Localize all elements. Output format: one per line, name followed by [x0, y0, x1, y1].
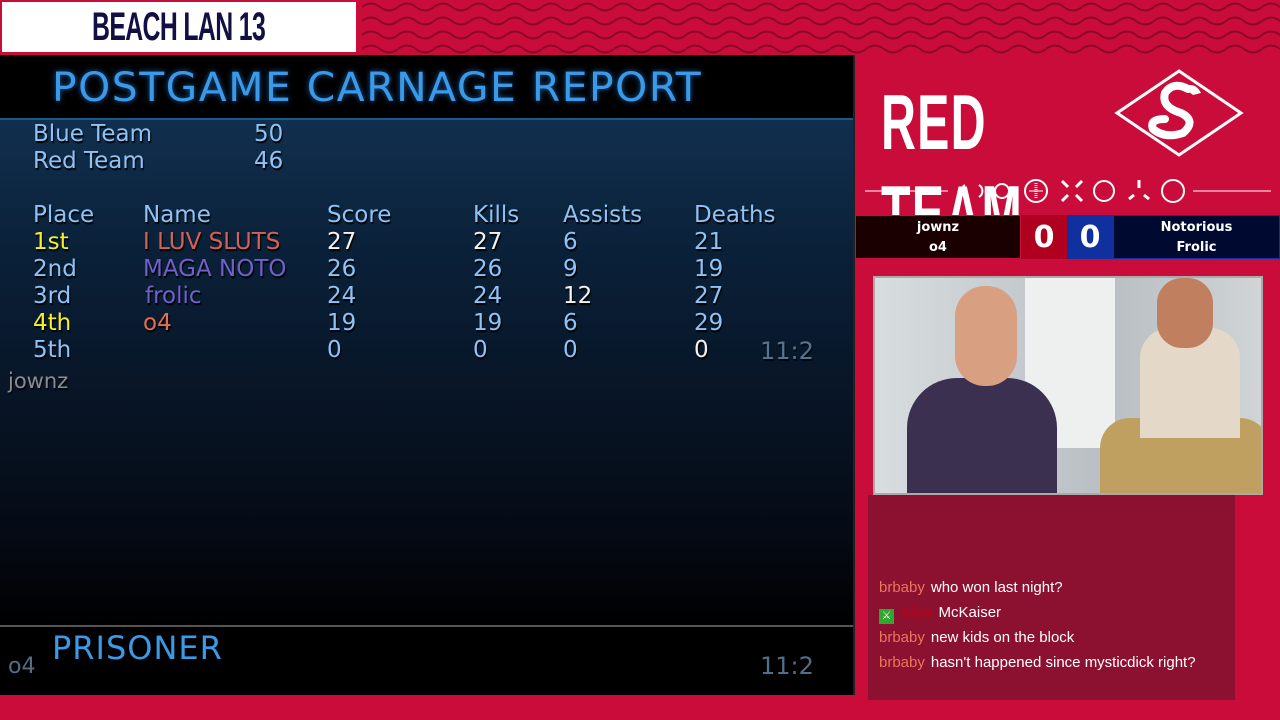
title-band: POSTGAME CARNAGE REPORT — [0, 55, 853, 120]
cell-name: MAGA NOTO — [143, 256, 287, 282]
chat-message: brbaby hasn't happened since mysticdick r… — [879, 654, 1196, 671]
chat-username[interactable]: brbaby — [879, 579, 925, 596]
column-header: Kills — [473, 202, 520, 228]
cell-assists: 6 — [563, 310, 578, 336]
weapon-reticles — [865, 179, 1271, 203]
cell-place: 1st — [33, 229, 69, 255]
player-name: jownz — [916, 220, 960, 235]
cell-kills: 24 — [473, 283, 503, 309]
event-title: BEACH LAN 13 — [92, 4, 266, 49]
blue-score: 0 — [1067, 215, 1113, 259]
chat-text: new kids on the block — [930, 629, 1075, 646]
game-screen: POSTGAME CARNAGE REPORT Blue Team 50 Red… — [0, 55, 855, 695]
sword-badge-icon: ⚔ — [879, 609, 894, 624]
player-name: o4 — [929, 240, 947, 255]
game-timer: 11:2 — [760, 337, 814, 365]
cell-assists: 6 — [563, 229, 578, 255]
column-header: Assists — [563, 202, 643, 228]
chat-message: brbaby new kids on the block — [879, 629, 1074, 646]
carnage-report-title: POSTGAME CARNAGE REPORT — [52, 65, 703, 111]
cell-assists: 0 — [563, 337, 578, 363]
chat-text: who won last night? — [930, 579, 1063, 596]
cell-place: 4th — [33, 310, 72, 336]
red-score: 0 — [1021, 215, 1067, 259]
cell-score: 24 — [327, 283, 357, 309]
cell-deaths: 19 — [694, 256, 724, 282]
cell-kills: 26 — [473, 256, 503, 282]
team-score: 50 — [254, 121, 284, 147]
gametype-bar: PRISONER o4 11:2 — [0, 625, 853, 695]
cell-deaths: 29 — [694, 310, 724, 336]
chat-message: brbaby who won last night? — [879, 579, 1063, 596]
team-name: Blue Team — [33, 121, 152, 147]
cell-place: 2nd — [33, 256, 77, 282]
wave-pattern — [362, 0, 1280, 54]
player-name: Frolic — [1176, 240, 1217, 255]
team-panel: RED TEAM jownz o4 0 0 Notorious Frolic brb… — [855, 55, 1280, 720]
cell-deaths: 0 — [694, 337, 709, 363]
chat-text: McKaiser — [938, 604, 1002, 621]
team-score: 46 — [254, 148, 284, 174]
cell-score: 27 — [327, 229, 357, 255]
top-bar: BEACH LAN 13 — [0, 0, 1280, 55]
cell-place: 3rd — [33, 283, 72, 309]
chat-username[interactable]: brbaby — [879, 629, 925, 646]
chat-username[interactable]: Silos — [900, 604, 933, 621]
chat-username[interactable]: brbaby — [879, 654, 925, 671]
column-header: Name — [143, 202, 211, 228]
cell-name: frolic — [145, 283, 202, 309]
player-name: Notorious — [1160, 220, 1233, 235]
chat-message: ⚔ Silos McKaiser — [879, 604, 1001, 624]
snake-logo-icon — [1114, 69, 1244, 157]
cell-kills: 0 — [473, 337, 488, 363]
chat-box: brbaby who won last night? ⚔ Silos McKaiser b… — [868, 495, 1235, 700]
cell-score: 0 — [327, 337, 342, 363]
column-header: Place — [33, 202, 95, 228]
blue-team-players: Notorious Frolic — [1113, 215, 1280, 259]
cell-deaths: 21 — [694, 229, 724, 255]
cell-deaths: 27 — [694, 283, 724, 309]
cell-assists: 9 — [563, 256, 578, 282]
cell-kills: 19 — [473, 310, 503, 336]
cell-score: 26 — [327, 256, 357, 282]
gametype-label: PRISONER — [52, 629, 223, 667]
cell-assists: 12 — [563, 283, 593, 309]
bottom-strip — [0, 695, 855, 720]
cell-place: 5th — [33, 337, 72, 363]
red-team-players: jownz o4 — [855, 215, 1021, 259]
scorebar: jownz o4 0 0 Notorious Frolic — [855, 215, 1280, 259]
event-logo: BEACH LAN 13 — [0, 0, 358, 54]
cell-name: I LUV SLUTS — [143, 229, 281, 255]
webcam-feed — [873, 276, 1263, 495]
chat-text: hasn't happened since mysticdick right? — [930, 654, 1196, 671]
player-overlay-name: o4 — [8, 654, 36, 679]
column-header: Score — [327, 202, 392, 228]
column-header: Deaths — [694, 202, 776, 228]
cell-kills: 27 — [473, 229, 503, 255]
cell-score: 19 — [327, 310, 357, 336]
game-timer: 11:2 — [760, 652, 814, 680]
player-overlay-name: jownz — [8, 369, 69, 393]
team-name: Red Team — [33, 148, 145, 174]
cell-name: o4 — [143, 310, 172, 336]
